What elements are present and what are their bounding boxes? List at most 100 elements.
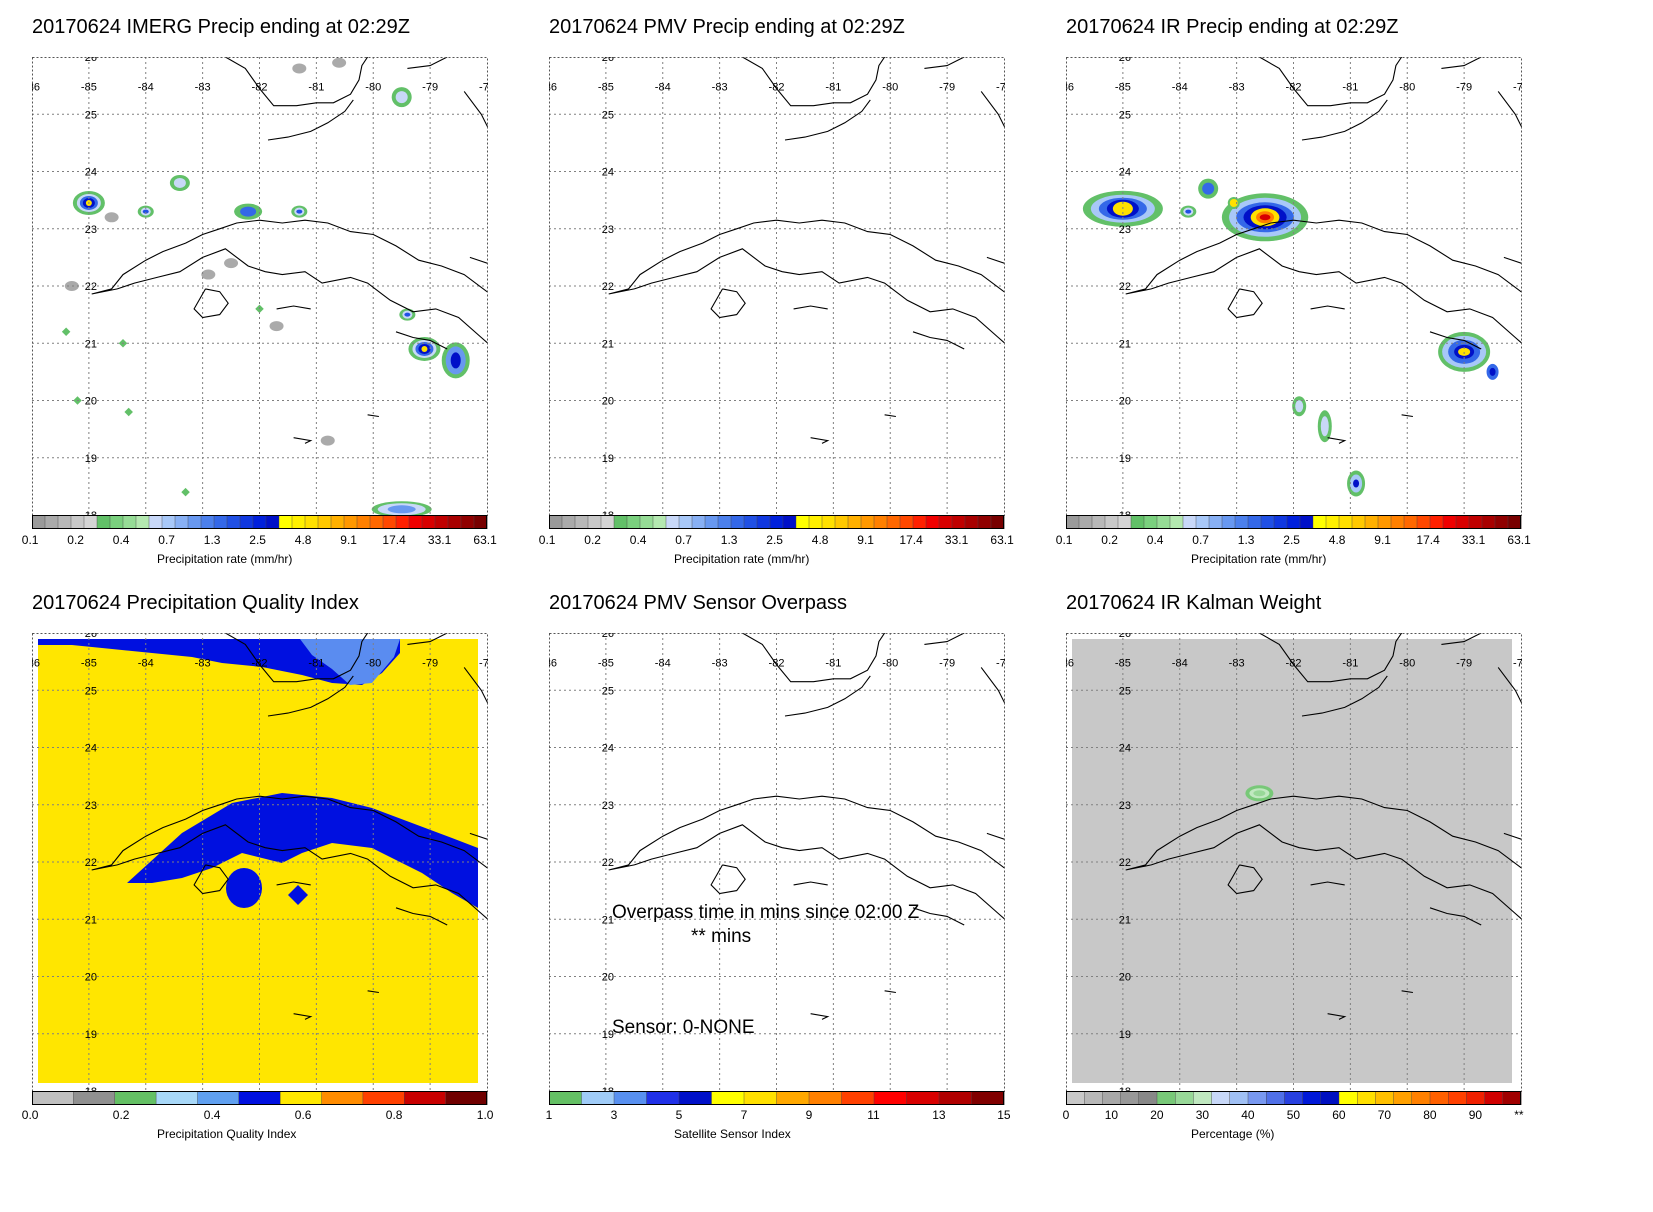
colorbar-tick-label: 1.3: [203, 533, 221, 547]
colorbar-swatch: [445, 1091, 488, 1105]
lat-label: 22: [602, 281, 614, 293]
lon-label: -79: [422, 82, 438, 94]
coastline-5: [1503, 256, 1522, 265]
coastline-9: [367, 414, 379, 418]
colorbar-tick-label: **: [1514, 1108, 1524, 1122]
coastline-10: [810, 437, 830, 444]
colorbar-swatch: [1302, 1091, 1322, 1105]
coastline-3: [1497, 667, 1522, 705]
lat-label: 25: [602, 109, 614, 121]
ir-cell-s1-ring-1: [1295, 400, 1304, 413]
colorbar-swatch: [1416, 515, 1431, 529]
lon-label: -83: [712, 82, 728, 94]
coastline-6: [1227, 864, 1263, 895]
colorbar-swatch: [704, 515, 719, 529]
colorbar-swatch: [906, 1091, 940, 1105]
lat-label: 19: [1119, 1029, 1131, 1041]
imerg-gray-6: [320, 435, 335, 446]
lon-label: -85: [598, 82, 614, 94]
colorbar-swatch: [1338, 1091, 1358, 1105]
colorbar-swatch: [977, 515, 992, 529]
colorbar-swatch: [321, 1091, 364, 1105]
map-contents: -86 -85 -84 -83 -82 -81 -80 -79 -78 26 25 24 23 22 21 2…: [32, 633, 488, 1092]
lon-label: -82: [1286, 82, 1302, 94]
colorbar-tick-label: 3: [610, 1108, 618, 1122]
map-frame: [549, 57, 1005, 516]
colorbar-tick-label: 0.6: [294, 1108, 312, 1122]
colorbar-tick-label: 17.4: [1416, 533, 1440, 547]
coastline-6: [710, 288, 746, 319]
colorbar-swatch: [743, 1091, 777, 1105]
imerg-gray-3: [224, 258, 239, 269]
coastline-1: [742, 633, 886, 683]
colorbar-swatch: [1494, 515, 1509, 529]
coastline-2: [267, 99, 354, 141]
lat-label: 26: [602, 633, 614, 640]
imerg-precip-map: -86 -85 -84 -83 -82 -81 -80 -79 -78 26 25 24 23 22 21 2…: [32, 57, 488, 516]
colorbar-tick-label: 20: [1150, 1108, 1164, 1122]
colorbar-tick-label: 17.4: [899, 533, 923, 547]
colorbar-tick-label: 0: [1062, 1108, 1070, 1122]
colorbar-tick-label: 4.8: [811, 533, 829, 547]
colorbar-swatch: [1320, 1091, 1340, 1105]
colorbar-swatch: [408, 515, 423, 529]
colorbar-swatch: [938, 1091, 972, 1105]
coastline-1: [1259, 57, 1403, 107]
coastline-5: [986, 832, 1005, 841]
coastline-10: [293, 1013, 313, 1020]
colorbar-swatch: [711, 1091, 745, 1105]
panel-title-overpass: 20170624 PMV Sensor Overpass: [549, 592, 847, 614]
colorbar-swatch: [1174, 1091, 1194, 1105]
colorbar-tick-label: 63.1: [1507, 533, 1531, 547]
colorbar-swatch: [1390, 515, 1405, 529]
lon-label: -84: [655, 658, 671, 670]
colorbar-swatch: [1338, 515, 1353, 529]
colorbar-tick-label: 0.2: [67, 533, 84, 547]
lon-label: -82: [252, 82, 268, 94]
imerg-cell-d-ring-2: [296, 209, 303, 214]
kalman-map: -86 -85 -84 -83 -82 -81 -80 -79 -78 26 25 24 23 22 21 2…: [1066, 633, 1522, 1092]
coastline-4: [1441, 633, 1482, 645]
colorbar-swatch: [200, 515, 215, 529]
lat-label: 20: [1119, 972, 1131, 984]
colorbar-swatch: [96, 515, 111, 529]
lon-label: -83: [195, 658, 211, 670]
colorbar-swatch: [421, 515, 436, 529]
coastline-8: [1429, 907, 1482, 926]
colorbar-tick-label: 90: [1468, 1108, 1483, 1122]
colorbar-swatch: [1156, 1091, 1176, 1105]
coastline-10: [1327, 437, 1347, 444]
colorbar-swatch: [1066, 515, 1080, 529]
colorbar-swatch: [187, 515, 202, 529]
colorbar-swatch: [252, 515, 267, 529]
lon-label: -80: [882, 82, 898, 94]
pqi-low-cuba: [127, 793, 478, 908]
coastline-5: [986, 256, 1005, 265]
pqi-mid-north: [300, 639, 400, 685]
colorbar-swatch: [925, 515, 940, 529]
coastline-4: [407, 633, 448, 645]
lon-label: -78: [996, 658, 1005, 670]
lon-label: -78: [1513, 658, 1522, 670]
lon-label: -84: [1172, 658, 1188, 670]
pmv-colorbar-title: Precipitation rate (mm/hr): [674, 552, 810, 566]
colorbar-swatch: [1120, 1091, 1140, 1105]
coastline-2: [1301, 675, 1388, 717]
colorbar-swatch: [1117, 515, 1132, 529]
colorbar-border: [1066, 1091, 1521, 1105]
coastline-9: [884, 990, 896, 994]
lat-label: 21: [1119, 338, 1131, 350]
colorbar-swatch: [574, 515, 589, 529]
colorbar-swatch: [155, 1091, 198, 1105]
map-contents: -86 -85 -84 -83 -82 -81 -80 -79 -78 26 25 24 23 22 21 2…: [549, 57, 1005, 516]
colorbar-swatch: [886, 515, 901, 529]
colorbar-tick-label: 60: [1332, 1108, 1346, 1122]
colorbar-tick-label: 0.7: [675, 533, 692, 547]
colorbar-swatch: [44, 515, 59, 529]
colorbar-swatch: [239, 515, 254, 529]
lon-label: -79: [422, 658, 438, 670]
colorbar-swatch: [1299, 515, 1314, 529]
colorbar-tick-label: 13: [932, 1108, 946, 1122]
colorbar-swatch: [70, 515, 85, 529]
lat-label: 25: [1119, 685, 1131, 697]
